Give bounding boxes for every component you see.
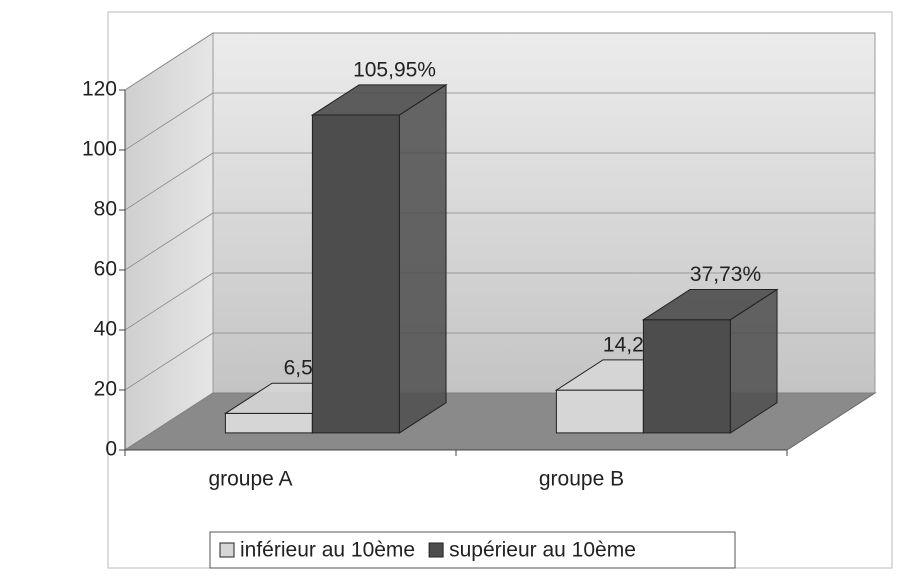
legend bbox=[209, 531, 736, 569]
y-tick-label: 80 bbox=[94, 198, 117, 221]
legend-swatch bbox=[428, 542, 444, 558]
y-tick-label: 40 bbox=[94, 318, 117, 341]
bar-top bbox=[310, 84, 448, 116]
y-tick-label: 20 bbox=[94, 378, 117, 401]
legend-swatch bbox=[219, 542, 235, 558]
y-tick-label: 100 bbox=[82, 138, 117, 161]
bar bbox=[641, 288, 779, 434]
bar-front bbox=[311, 114, 400, 434]
legend-label: supérieur au 10ème bbox=[449, 539, 636, 562]
grid-line bbox=[124, 92, 875, 151]
bar-front bbox=[555, 389, 644, 434]
grid-side bbox=[124, 32, 214, 91]
y-tick-label: 60 bbox=[94, 258, 117, 281]
grid-side bbox=[124, 332, 214, 391]
data-label: 37,73% bbox=[690, 263, 761, 286]
grid-side bbox=[124, 92, 214, 151]
y-tick-label: 0 bbox=[105, 438, 117, 461]
data-label: 105,95% bbox=[353, 58, 436, 81]
legend-label: inférieur au 10ème bbox=[240, 539, 415, 562]
x-tick-label: groupe A bbox=[208, 468, 292, 491]
bar-front bbox=[224, 412, 313, 434]
grid-side bbox=[124, 392, 214, 451]
grid-side bbox=[124, 272, 214, 331]
grid-line bbox=[124, 32, 875, 91]
bar bbox=[310, 83, 448, 434]
grid-side bbox=[124, 212, 214, 271]
grid-side bbox=[124, 152, 214, 211]
y-tick-label: 120 bbox=[82, 78, 117, 101]
bar-front bbox=[642, 319, 731, 434]
bar-top bbox=[641, 289, 779, 321]
bar-side bbox=[398, 83, 447, 434]
x-tick-label: groupe B bbox=[539, 468, 624, 491]
